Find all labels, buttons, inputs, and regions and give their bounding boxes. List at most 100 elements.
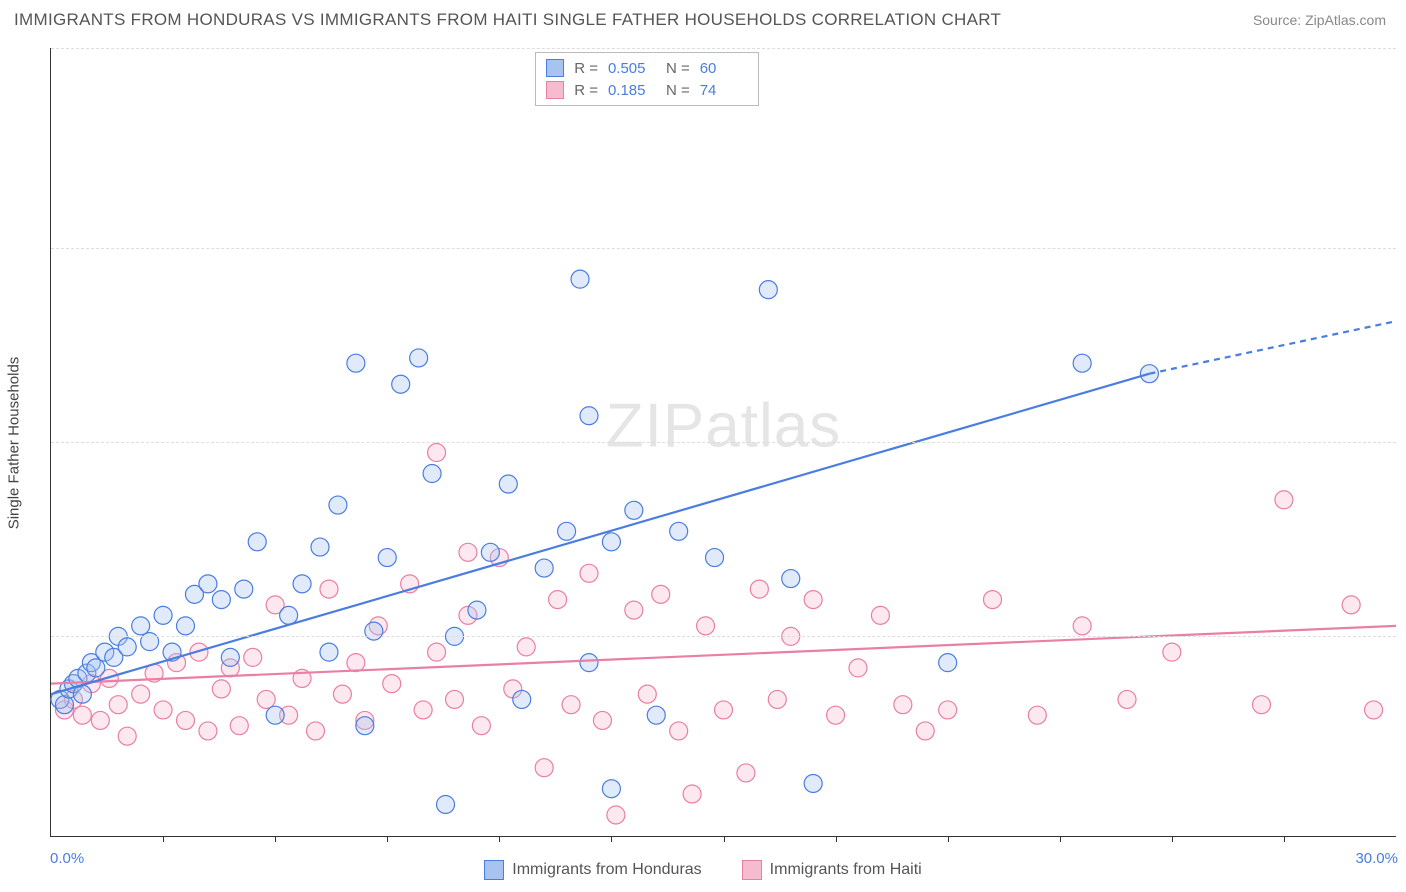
data-point xyxy=(580,654,598,672)
data-point xyxy=(154,701,172,719)
plot-region: ZIPatlas R =0.505N =60R =0.185N =74 3.8%… xyxy=(50,48,1396,837)
data-point xyxy=(737,764,755,782)
data-point xyxy=(472,717,490,735)
data-point xyxy=(356,711,374,729)
data-point xyxy=(280,706,298,724)
stats-n-value: 74 xyxy=(700,82,748,99)
data-point xyxy=(51,690,69,708)
data-point xyxy=(168,654,186,672)
data-point xyxy=(257,690,275,708)
data-point xyxy=(1073,354,1091,372)
data-point xyxy=(141,633,159,651)
data-point xyxy=(939,701,957,719)
data-point xyxy=(320,580,338,598)
stats-r-label: R = xyxy=(574,82,598,99)
stats-r-label: R = xyxy=(574,60,598,77)
data-point xyxy=(91,711,109,729)
data-point xyxy=(670,522,688,540)
data-point xyxy=(64,675,82,693)
data-point xyxy=(647,706,665,724)
data-point xyxy=(280,606,298,624)
stats-swatch xyxy=(546,59,564,77)
data-point xyxy=(768,690,786,708)
data-point xyxy=(311,538,329,556)
gridline xyxy=(51,248,1396,249)
data-point xyxy=(96,643,114,661)
legend-label: Immigrants from Haiti xyxy=(770,861,922,879)
stats-r-value: 0.505 xyxy=(608,60,656,77)
data-point xyxy=(1028,706,1046,724)
data-point xyxy=(248,533,266,551)
y-axis-label: Single Father Households xyxy=(6,356,23,529)
data-point xyxy=(266,706,284,724)
data-point xyxy=(625,601,643,619)
data-point xyxy=(827,706,845,724)
data-point xyxy=(212,680,230,698)
data-point xyxy=(82,675,100,693)
data-point xyxy=(132,685,150,703)
data-point xyxy=(504,680,522,698)
x-tick xyxy=(836,836,837,842)
data-point xyxy=(230,717,248,735)
data-point xyxy=(517,638,535,656)
x-tick xyxy=(1172,836,1173,842)
data-point xyxy=(132,617,150,635)
data-point xyxy=(82,654,100,672)
data-point xyxy=(87,659,105,677)
data-point xyxy=(459,606,477,624)
data-point xyxy=(638,685,656,703)
data-point xyxy=(490,549,508,567)
legend-swatch xyxy=(742,860,762,880)
data-point xyxy=(571,270,589,288)
data-point xyxy=(109,696,127,714)
data-point xyxy=(244,648,262,666)
data-point xyxy=(715,701,733,719)
data-point xyxy=(365,622,383,640)
x-tick xyxy=(948,836,949,842)
data-point xyxy=(871,606,889,624)
legend: Immigrants from HondurasImmigrants from … xyxy=(0,860,1406,880)
stats-swatch xyxy=(546,81,564,99)
gridline xyxy=(51,48,1396,49)
data-point xyxy=(190,643,208,661)
regression-line xyxy=(51,626,1396,684)
data-point xyxy=(984,591,1002,609)
data-point xyxy=(383,675,401,693)
watermark: ZIPatlas xyxy=(606,391,841,462)
data-point xyxy=(60,680,78,698)
data-point xyxy=(320,643,338,661)
data-point xyxy=(293,575,311,593)
data-point xyxy=(414,701,432,719)
stats-n-value: 60 xyxy=(700,60,748,77)
x-tick xyxy=(1060,836,1061,842)
legend-item: Immigrants from Haiti xyxy=(742,860,922,880)
x-tick xyxy=(387,836,388,842)
data-point xyxy=(750,580,768,598)
stats-r-value: 0.185 xyxy=(608,82,656,99)
x-tick xyxy=(163,836,164,842)
data-point xyxy=(55,701,73,719)
data-point xyxy=(221,648,239,666)
data-point xyxy=(78,664,96,682)
data-point xyxy=(423,465,441,483)
data-point xyxy=(625,501,643,519)
data-point xyxy=(593,711,611,729)
legend-swatch xyxy=(484,860,504,880)
data-point xyxy=(782,570,800,588)
data-point xyxy=(73,706,91,724)
data-point xyxy=(459,543,477,561)
data-point xyxy=(562,696,580,714)
data-point xyxy=(118,727,136,745)
data-point xyxy=(392,375,410,393)
data-point xyxy=(535,759,553,777)
data-point xyxy=(369,617,387,635)
data-point xyxy=(401,575,419,593)
data-point xyxy=(558,522,576,540)
data-point xyxy=(1342,596,1360,614)
data-point xyxy=(549,591,567,609)
data-point xyxy=(145,664,163,682)
data-point xyxy=(69,669,87,687)
data-point xyxy=(177,617,195,635)
data-point xyxy=(804,591,822,609)
chart-title: IMMIGRANTS FROM HONDURAS VS IMMIGRANTS F… xyxy=(14,10,1001,30)
